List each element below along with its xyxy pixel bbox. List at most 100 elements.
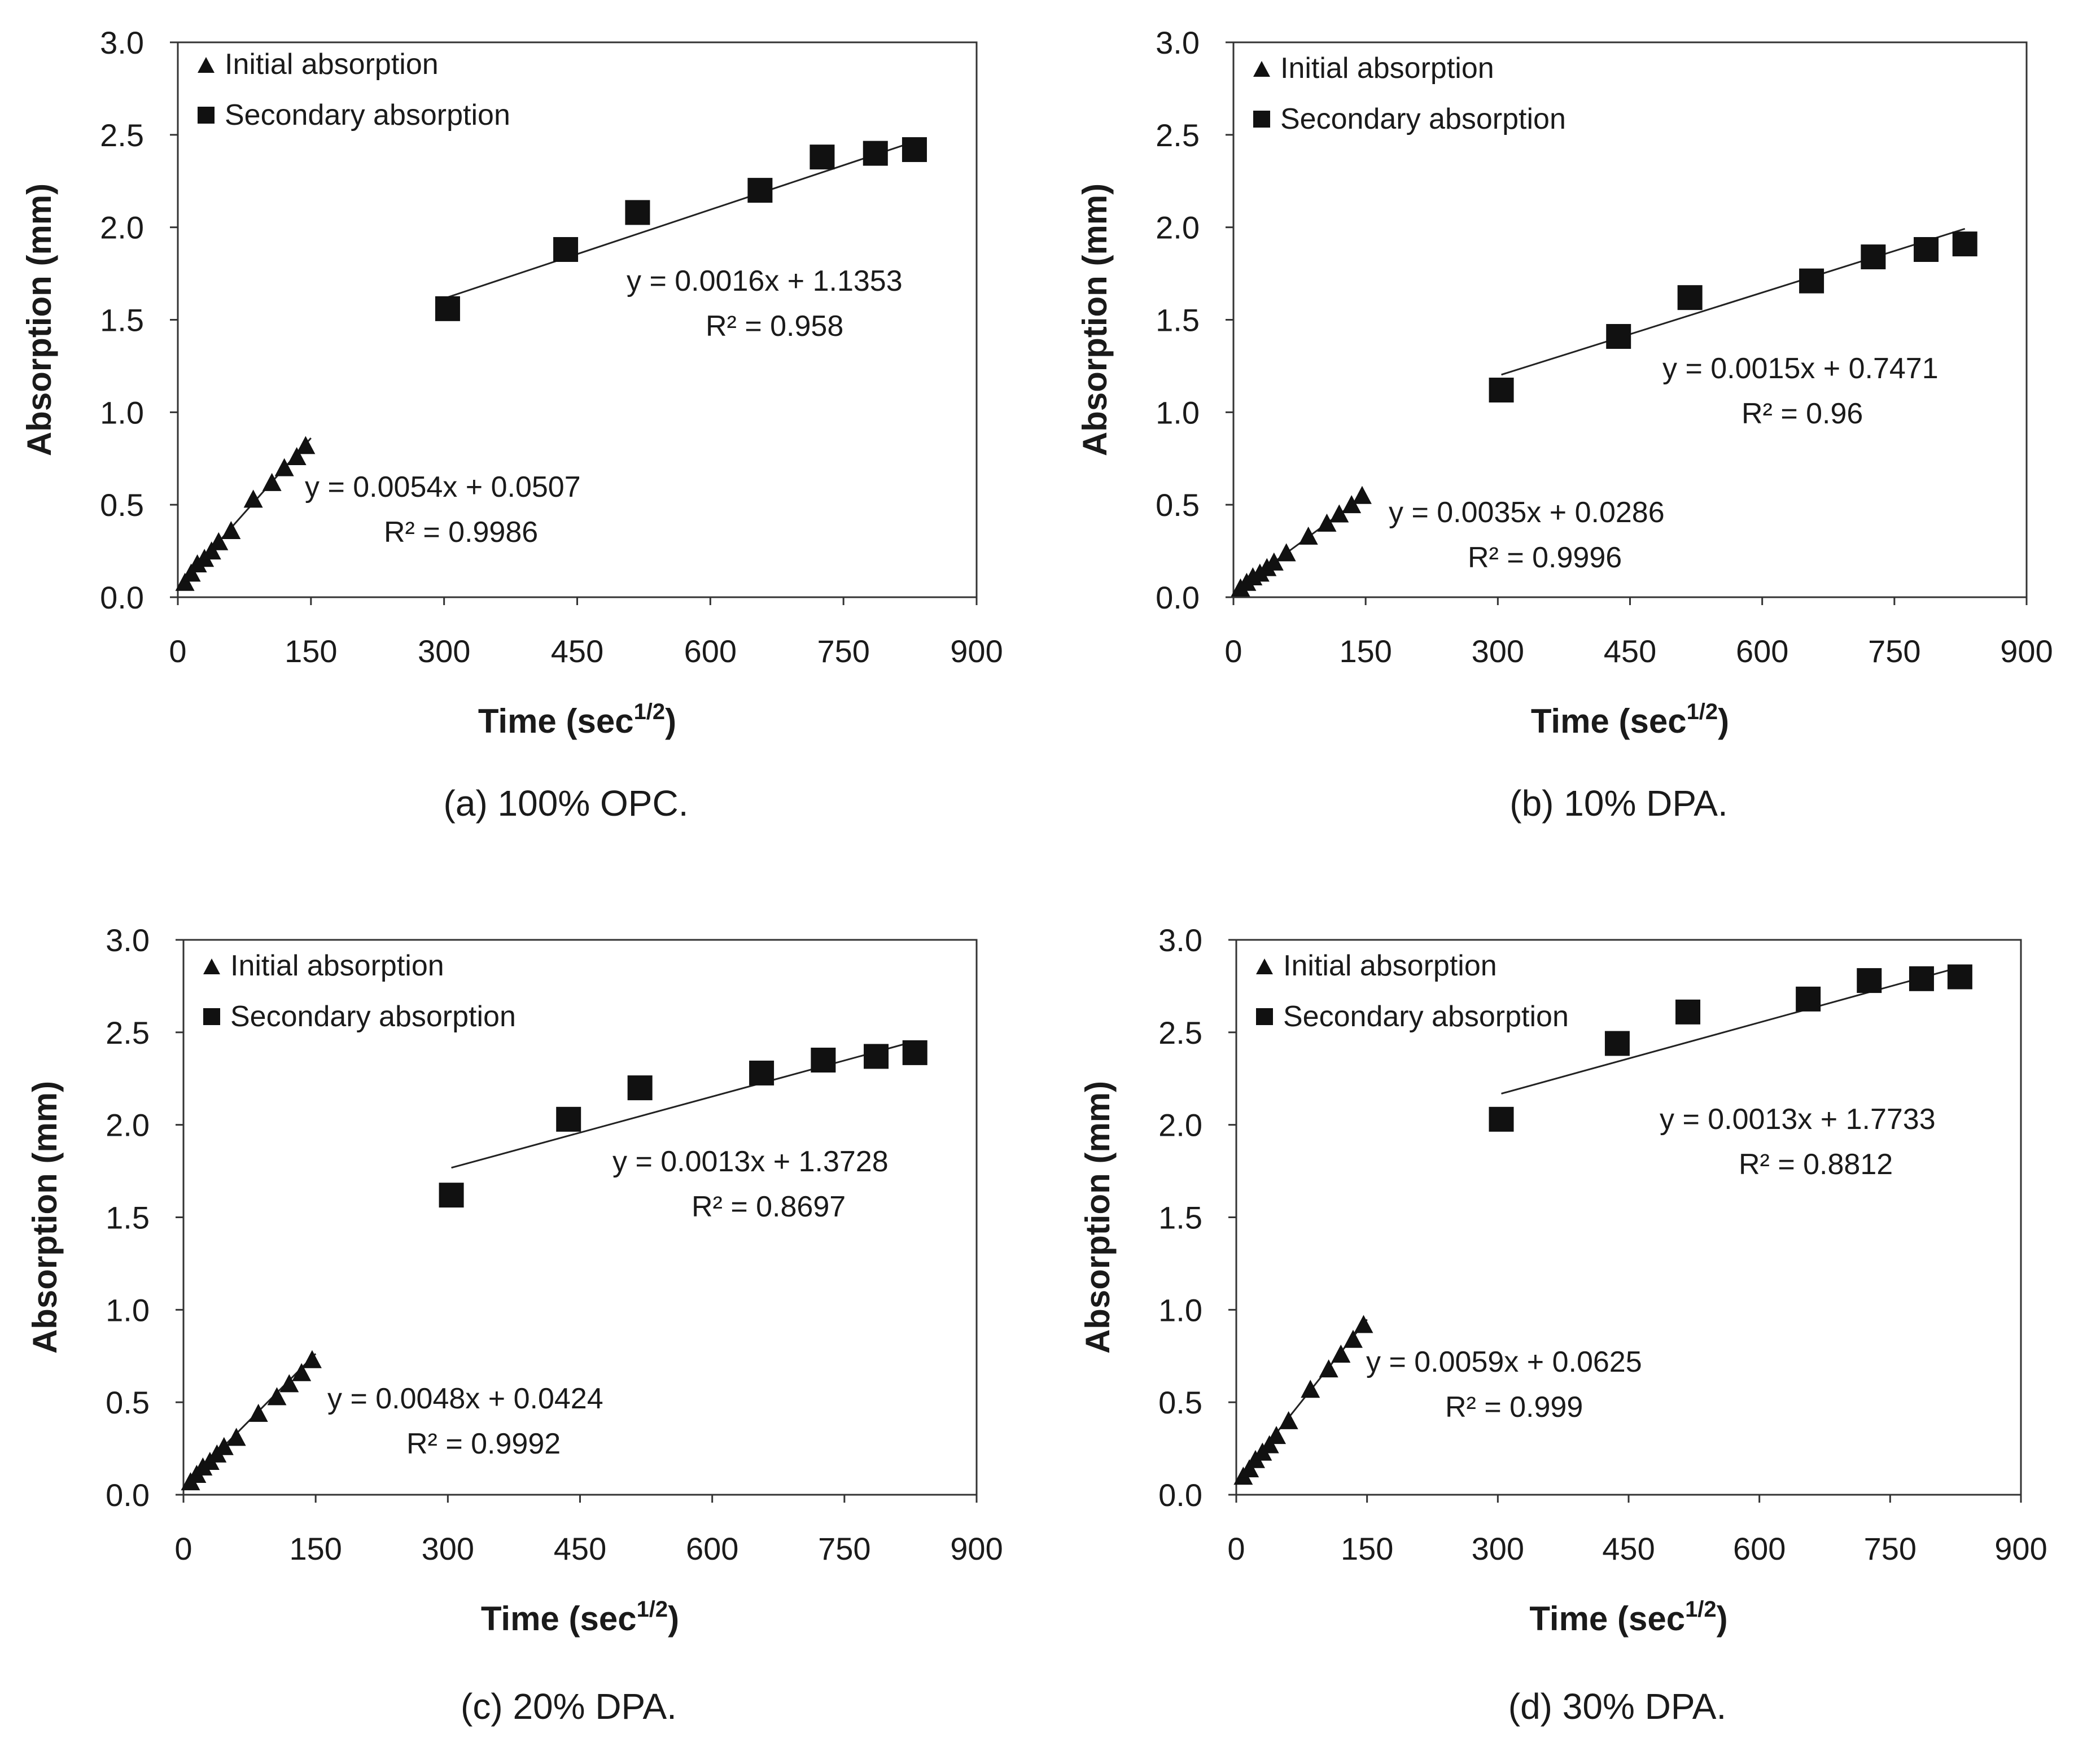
trend-line-secondary <box>447 141 915 299</box>
legend-square-icon <box>203 1008 220 1025</box>
legend-triangle-icon <box>203 958 220 974</box>
x-axis-title-close: ) <box>1717 1600 1728 1638</box>
panel-caption: (a) 100% OPC. <box>444 783 689 824</box>
data-point-initial <box>181 563 201 582</box>
data-point-initial <box>1276 543 1296 562</box>
x-tick-label: 450 <box>554 1531 606 1566</box>
data-point-initial <box>202 541 221 560</box>
y-tick-label: 0.5 <box>100 487 144 523</box>
chart-panel-1: 0 150 300 450 600 750 900 0.0 0.5 1.0 1.5 2.0 2.5 3.0… <box>20 25 1003 824</box>
y-tick-label: 3.0 <box>106 922 150 958</box>
x-axis-title-main: Time (sec <box>1529 1600 1685 1638</box>
legend-square-icon <box>198 107 215 124</box>
data-point-secondary <box>1796 986 1821 1012</box>
x-tick-label: 450 <box>1602 1531 1655 1566</box>
x-tick-label: 750 <box>1864 1531 1917 1566</box>
x-tick-label: 300 <box>1472 1531 1524 1566</box>
data-point-initial <box>292 1363 312 1381</box>
x-axis-title-close: ) <box>1718 702 1729 740</box>
panel-caption: (c) 20% DPA. <box>461 1686 677 1727</box>
y-tick-label: 0.0 <box>106 1477 150 1513</box>
legend-entry-secondary: Secondary absorption <box>225 99 510 132</box>
data-point-secondary <box>863 141 888 166</box>
x-axis-title: Time (sec1/2) <box>1531 699 1729 740</box>
x-tick-label: 150 <box>1341 1531 1393 1566</box>
y-tick-label: 0.5 <box>1156 487 1200 523</box>
data-point-initial <box>302 1350 322 1368</box>
data-point-initial <box>214 1437 234 1455</box>
trendline-equation: y = 0.0015x + 0.7471 <box>1662 352 1939 385</box>
trendline-r2: R² = 0.9992 <box>406 1428 561 1460</box>
y-tick-label: 1.5 <box>100 303 144 338</box>
data-point-secondary <box>902 1040 927 1065</box>
legend-entry-secondary: Secondary absorption <box>1280 103 1566 135</box>
x-tick-label: 900 <box>950 633 1003 669</box>
y-tick-label: 3.0 <box>1156 25 1200 60</box>
data-point-initial <box>262 472 282 491</box>
x-axis-title-main: Time (sec <box>481 1600 637 1638</box>
data-point-secondary <box>1857 968 1882 993</box>
legend-entry-secondary: Secondary absorption <box>1283 1000 1569 1033</box>
y-tick-label: 0.0 <box>1156 580 1200 615</box>
data-point-secondary <box>1489 378 1514 403</box>
x-tick-label: 750 <box>818 1531 870 1566</box>
y-axis-title: Absorption (mm) <box>1076 183 1114 456</box>
trendline-equation: y = 0.0013x + 1.7733 <box>1660 1103 1936 1136</box>
data-point-secondary <box>556 1106 581 1132</box>
x-axis-title-sup: 1/2 <box>1685 1597 1717 1622</box>
x-tick-label: 150 <box>289 1531 342 1566</box>
trendline-r2: R² = 0.9996 <box>1468 541 1622 574</box>
data-point-secondary <box>1909 966 1934 991</box>
legend-entry-initial: Initial absorption <box>225 48 439 81</box>
data-point-secondary <box>1947 964 1972 990</box>
data-point-initial <box>1298 526 1318 545</box>
legend-entry-secondary: Secondary absorption <box>230 1000 516 1033</box>
data-point-secondary <box>811 1047 836 1073</box>
y-tick-label: 2.0 <box>100 210 144 246</box>
trendline-r2: R² = 0.9986 <box>384 516 538 549</box>
x-tick-label: 600 <box>686 1531 738 1566</box>
y-tick-label: 2.0 <box>106 1108 150 1143</box>
y-axis-title: Absorption (mm) <box>1079 1081 1117 1354</box>
x-axis-title-sup: 1/2 <box>634 699 666 724</box>
x-tick-label: 0 <box>1224 633 1242 669</box>
y-tick-label: 1.5 <box>1156 303 1200 338</box>
x-tick-label: 900 <box>950 1531 1003 1566</box>
trendline-r2: R² = 0.96 <box>1742 397 1863 430</box>
chart-panel-4: 0 150 300 450 600 750 900 0.0 0.5 1.0 1.5 2.0 2.5 3.0… <box>1079 922 2047 1727</box>
data-point-initial <box>175 572 195 591</box>
legend-entry-initial: Initial absorption <box>230 949 444 982</box>
y-tick-label: 1.0 <box>106 1292 150 1328</box>
data-point-initial <box>1301 1380 1320 1398</box>
data-point-initial <box>287 447 307 465</box>
data-point-secondary <box>1952 231 1977 257</box>
data-point-secondary <box>1914 237 1939 262</box>
x-tick-label: 900 <box>2000 633 2053 669</box>
data-point-secondary <box>627 1075 653 1101</box>
data-point-secondary <box>1799 268 1824 294</box>
data-point-secondary <box>747 178 773 203</box>
data-point-initial <box>1267 1426 1287 1445</box>
data-point-initial <box>1329 504 1349 523</box>
data-point-initial <box>1354 1315 1373 1333</box>
data-point-initial <box>1240 1459 1259 1478</box>
y-tick-label: 1.5 <box>106 1200 150 1236</box>
data-point-initial <box>1352 485 1372 504</box>
data-point-secondary <box>864 1044 889 1069</box>
x-tick-label: 600 <box>1733 1531 1786 1566</box>
legend-triangle-icon <box>1253 61 1270 77</box>
y-tick-label: 2.0 <box>1156 210 1200 246</box>
x-tick-label: 300 <box>422 1531 474 1566</box>
trendline-equation: y = 0.0016x + 1.1353 <box>627 265 903 297</box>
x-tick-label: 300 <box>418 633 470 669</box>
data-point-initial <box>221 521 241 540</box>
panel-caption: (d) 30% DPA. <box>1508 1686 1727 1727</box>
data-point-initial <box>279 1374 299 1393</box>
trendline-equation: y = 0.0035x + 0.0286 <box>1389 496 1665 529</box>
data-point-secondary <box>902 137 927 163</box>
y-tick-label: 2.0 <box>1158 1108 1202 1143</box>
x-axis-title-close: ) <box>668 1600 679 1638</box>
legend-entry-initial: Initial absorption <box>1280 52 1494 85</box>
data-point-initial <box>1343 1329 1363 1348</box>
data-point-secondary <box>1604 1031 1630 1056</box>
